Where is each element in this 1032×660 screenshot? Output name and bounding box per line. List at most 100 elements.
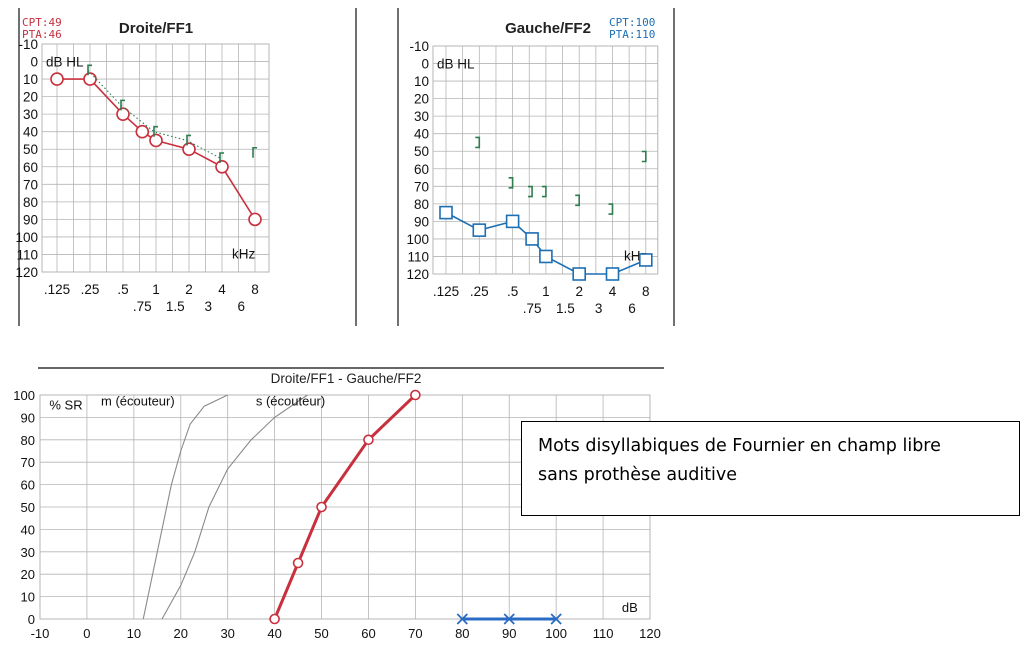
x-tick-label: 100 <box>545 626 567 641</box>
y-tick-label: 60 <box>414 162 429 177</box>
y-tick-label: 20 <box>21 567 35 582</box>
score-badge: PTA:110 <box>609 28 655 41</box>
y-axis-label: dB HL <box>437 57 475 72</box>
bone-marker-bracket <box>641 150 647 163</box>
y-tick-label: 50 <box>21 500 35 515</box>
x-tick-label: 90 <box>502 626 516 641</box>
x-tick-label: .75 <box>523 301 542 316</box>
x-tick-label: 1 <box>152 282 160 297</box>
y-tick-label: 30 <box>21 545 35 560</box>
air-marker-circle <box>83 72 97 86</box>
air-marker-square <box>472 223 487 237</box>
x-tick-label: 20 <box>174 626 188 641</box>
bone-marker-bracket <box>475 136 481 149</box>
speech-marker-cross <box>550 613 562 625</box>
x-tick-label: 3 <box>595 301 603 316</box>
x-tick-label: 2 <box>185 282 193 297</box>
y-tick-label: 0 <box>28 612 35 627</box>
y-tick-label: 40 <box>414 127 429 142</box>
score-badge: CPT:100 <box>609 16 655 29</box>
x-tick-label: .125 <box>433 284 459 299</box>
audiogram-left: -10 0 10 20 30 40 50 60 70 80 90 100 110 120 .125 .25 .5… <box>397 8 675 326</box>
y-tick-label: 120 <box>15 265 38 280</box>
reference-curve-label: s (écouteur) <box>256 393 325 408</box>
x-tick-label: .25 <box>470 284 489 299</box>
bone-marker-bracket <box>153 125 158 137</box>
air-marker-square <box>539 249 553 264</box>
air-marker-circle <box>248 212 262 227</box>
note-line-2: sans prothèse auditive <box>538 465 738 485</box>
y-tick-label: 50 <box>414 144 429 159</box>
speech-marker-circle <box>292 557 304 569</box>
air-marker-square <box>572 267 587 281</box>
reference-curve <box>161 394 308 620</box>
audiogram-right: -10 0 10 20 30 40 50 60 70 80 90 100 110 120 .125 .25 .5… <box>15 8 357 326</box>
score-badge: PTA:46 <box>22 28 62 41</box>
bone-marker-bracket <box>541 185 547 198</box>
y-tick-label: 10 <box>21 590 35 605</box>
y-tick-label: 90 <box>21 410 35 425</box>
air-marker-square <box>605 267 620 281</box>
x-tick-label: 4 <box>218 282 226 297</box>
air-marker-circle <box>116 107 130 121</box>
x-tick-label: 60 <box>361 626 375 641</box>
reference-curve-label: m (écouteur) <box>101 393 175 408</box>
note-line-1: Mots disyllabiques de Fournier en champ … <box>538 436 941 456</box>
x-axis-label: dB <box>622 600 638 615</box>
y-tick-label: 100 <box>406 232 429 247</box>
x-tick-label: 1.5 <box>166 299 185 314</box>
y-tick-label: 0 <box>30 55 38 70</box>
y-tick-label: 60 <box>23 160 38 175</box>
y-tick-label: 40 <box>23 125 38 140</box>
chart-title: Droite/FF1 <box>119 20 193 37</box>
y-tick-label: 50 <box>23 142 38 157</box>
y-tick-label: 30 <box>414 109 429 124</box>
x-tick-label: 120 <box>639 626 661 641</box>
x-tick-label: 50 <box>314 626 328 641</box>
air-marker-square <box>439 205 453 220</box>
y-tick-label: 30 <box>23 107 38 122</box>
reference-curve <box>142 394 228 620</box>
y-tick-label: -10 <box>18 37 38 52</box>
air-marker-square <box>505 214 520 229</box>
y-tick-label: 80 <box>21 433 35 448</box>
x-tick-label: 10 <box>127 626 141 641</box>
x-tick-label: 1 <box>542 284 550 299</box>
x-tick-label: .5 <box>117 282 128 297</box>
y-tick-label: 10 <box>414 74 429 89</box>
y-tick-label: 100 <box>15 230 38 245</box>
chart-title: Droite/FF1 - Gauche/FF2 <box>271 371 422 386</box>
air-marker-circle <box>50 72 64 86</box>
air-marker-circle <box>215 159 229 174</box>
y-tick-label: 40 <box>21 522 35 537</box>
speech-marker-circle <box>269 613 280 625</box>
air-marker-circle <box>182 142 196 157</box>
bone-conduction-line <box>87 69 221 159</box>
y-tick-label: 110 <box>407 249 429 264</box>
bone-marker-bracket <box>87 64 92 76</box>
y-tick-label: 70 <box>21 455 35 470</box>
y-tick-label: 0 <box>421 57 429 72</box>
speech-marker-circle <box>410 389 421 401</box>
x-tick-label: 70 <box>408 626 422 641</box>
x-tick-label: 30 <box>220 626 234 641</box>
plot-area <box>41 43 270 273</box>
y-tick-label: 80 <box>23 195 38 210</box>
bone-marker-bracket <box>219 152 224 163</box>
y-tick-label: 60 <box>21 478 35 493</box>
air-marker-square <box>638 253 653 267</box>
x-tick-label: 8 <box>642 284 650 299</box>
score-badge: CPT:49 <box>22 16 62 29</box>
x-tick-label: 110 <box>593 626 614 641</box>
x-tick-label: 8 <box>251 282 259 297</box>
x-tick-label: 80 <box>455 626 469 641</box>
x-tick-label: .125 <box>44 282 70 297</box>
x-tick-label: .25 <box>81 282 100 297</box>
x-tick-label: 1.5 <box>556 301 575 316</box>
bone-marker-bracket <box>120 99 125 111</box>
air-marker-square <box>525 232 539 246</box>
y-tick-label: 80 <box>414 197 429 212</box>
plot-area <box>432 45 659 275</box>
bone-marker-bracket <box>608 203 614 215</box>
y-tick-label: 20 <box>414 92 429 107</box>
